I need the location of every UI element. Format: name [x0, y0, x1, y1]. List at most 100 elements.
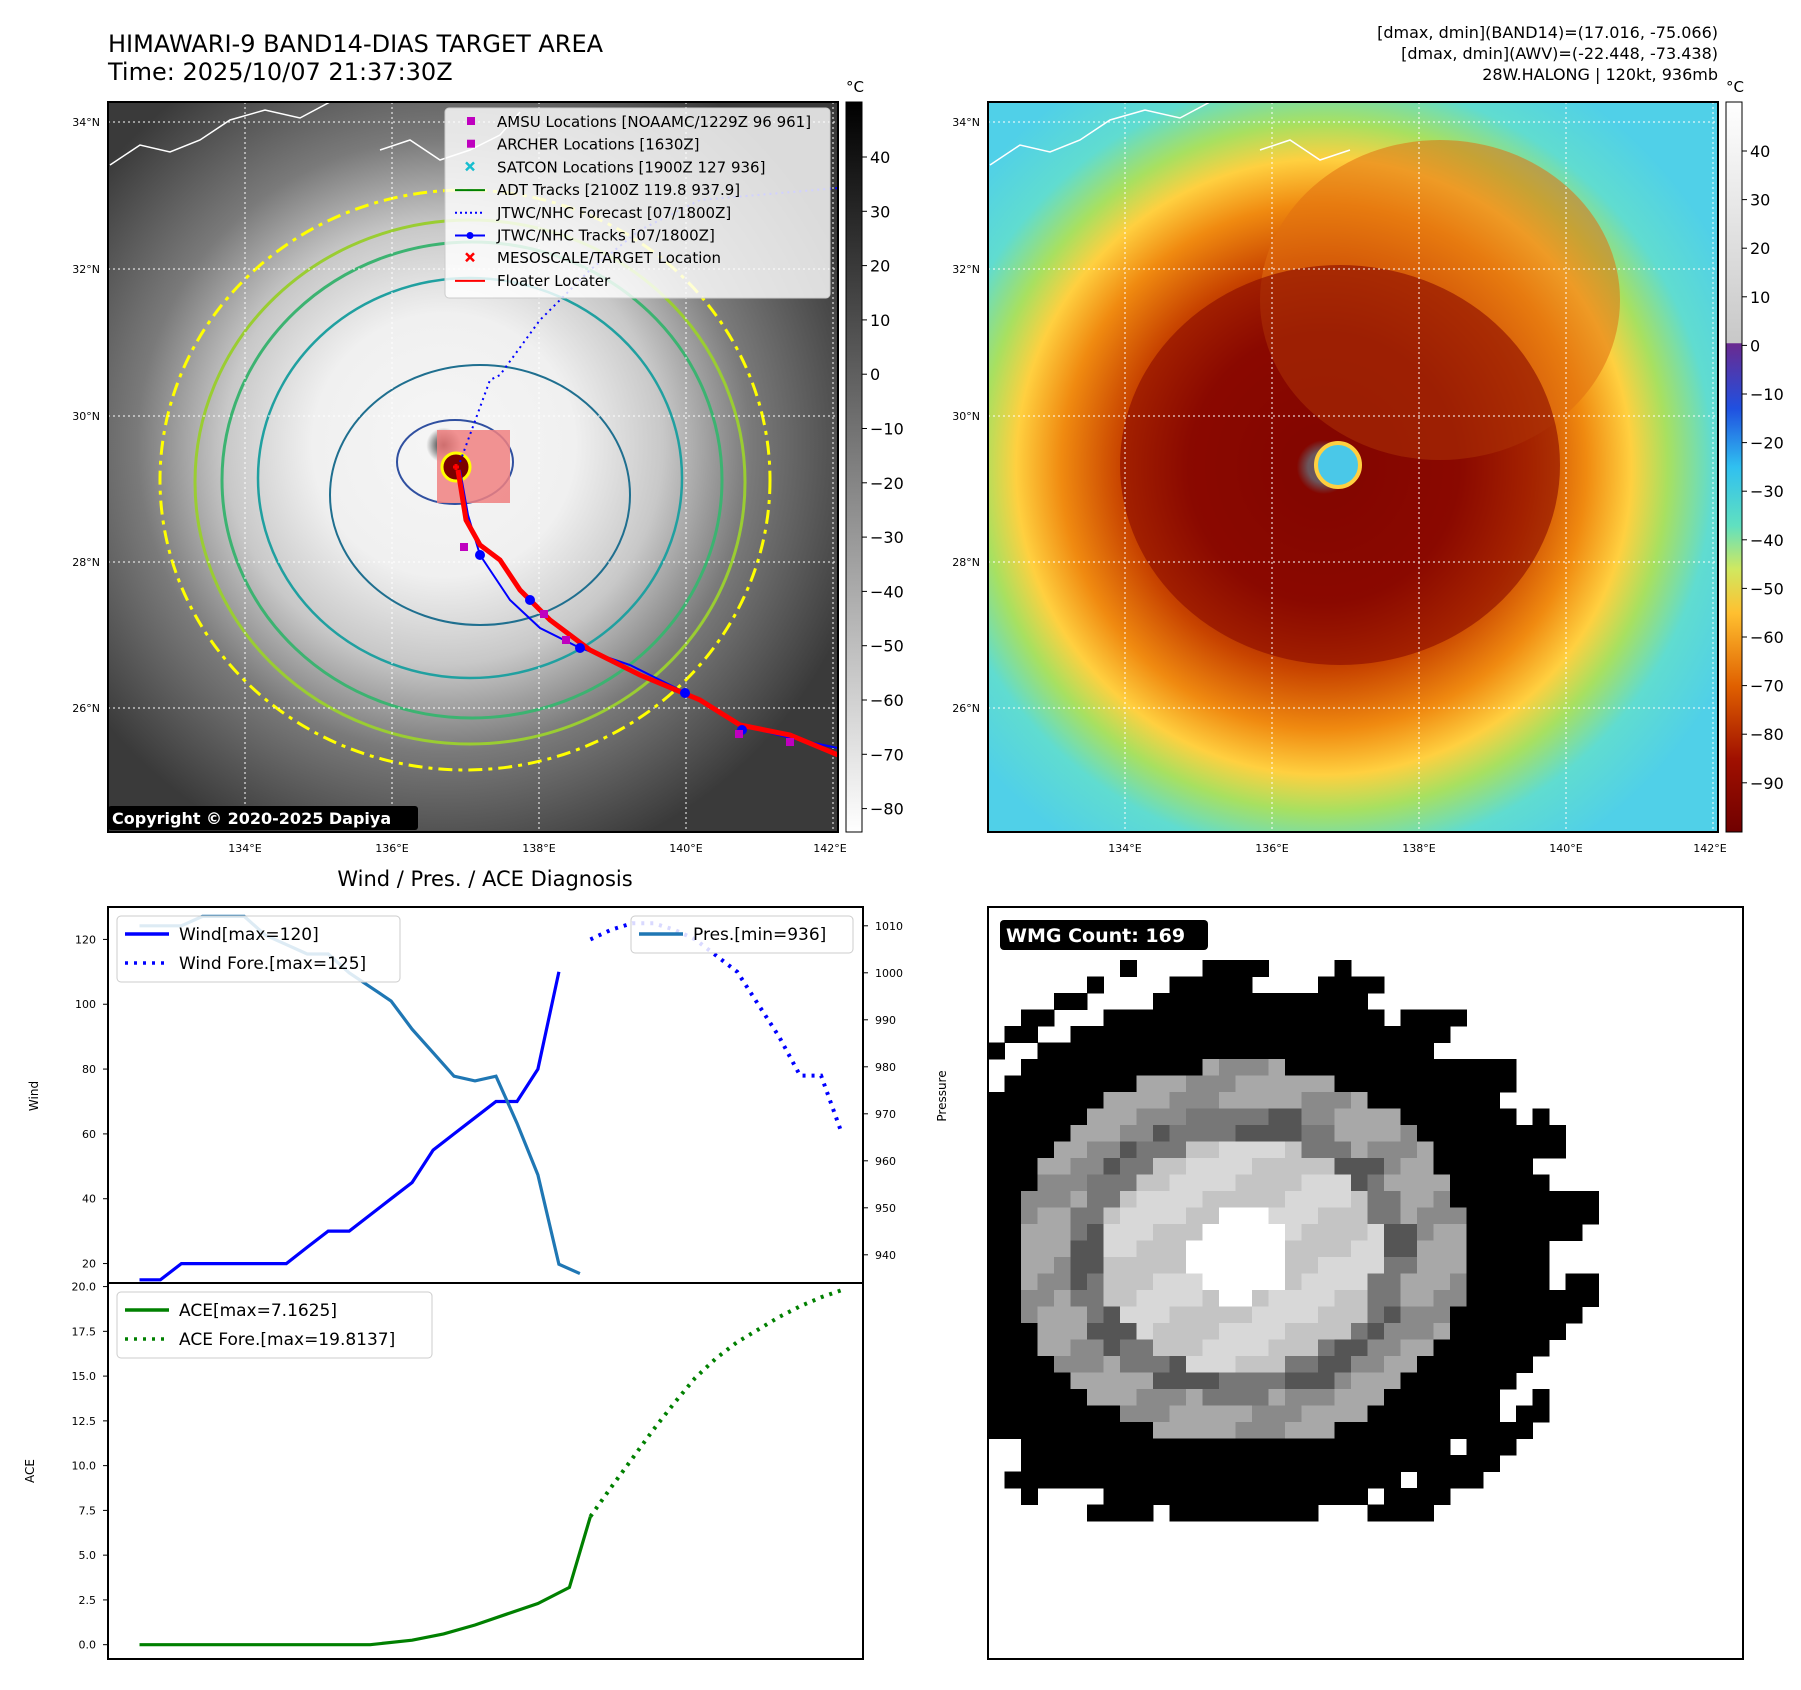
wmg-cell — [1120, 1504, 1137, 1522]
wmg-cell — [1169, 1240, 1187, 1258]
colorbar-tick-label: 10 — [1750, 288, 1770, 307]
wmg-cell — [1169, 1290, 1187, 1307]
wmg-cell — [1235, 1141, 1253, 1159]
wmg-cell — [1021, 1422, 1038, 1439]
wmg-cell — [1004, 1224, 1022, 1241]
wmg-cell — [1070, 1191, 1088, 1208]
wmg-cell — [1235, 1075, 1253, 1093]
wmg-cell — [1367, 1125, 1385, 1142]
wmg-cell — [1351, 1306, 1368, 1324]
colorbar-tick-label: 20 — [870, 257, 890, 276]
wmg-cell — [1450, 1356, 1467, 1373]
wmg-cell — [1499, 1422, 1517, 1439]
wmg-cell — [1235, 1158, 1253, 1175]
wmg-cell — [1021, 1108, 1038, 1126]
wmg-cell — [1021, 1191, 1038, 1208]
wmg-cell — [1070, 1372, 1088, 1390]
wmg-cell — [1516, 1125, 1533, 1142]
wmg-cell — [1450, 1108, 1467, 1126]
wmg-cell — [1285, 1504, 1302, 1522]
wmg-cell — [1070, 1108, 1088, 1126]
wmg-cell — [1516, 1356, 1533, 1373]
wmg-cell — [1450, 1323, 1467, 1340]
wmg-cell — [1103, 1092, 1121, 1109]
wmg-cell — [1450, 1372, 1467, 1390]
lat-label: 34°N — [952, 116, 980, 129]
wmg-cell — [1169, 1158, 1187, 1175]
wmg-cell — [1351, 1240, 1368, 1258]
wmg-cell — [1301, 1240, 1319, 1258]
wmg-cell — [1252, 1389, 1269, 1406]
wmg-cell — [1070, 1356, 1088, 1373]
wmg-cell — [1202, 1389, 1220, 1406]
wmg-cell — [1268, 1356, 1286, 1373]
wmg-cell — [1417, 1026, 1434, 1043]
lon-label: 136°E — [1255, 842, 1288, 855]
wmg-cell — [1268, 1290, 1286, 1307]
wmg-cell — [1417, 1389, 1434, 1406]
wmg-cell — [1483, 1174, 1500, 1192]
wmg-cell — [1384, 1356, 1401, 1373]
wmg-cell — [1103, 1471, 1121, 1489]
wmg-cell — [1103, 1306, 1121, 1324]
wmg-cell — [1037, 1125, 1055, 1142]
wmg-cell — [1153, 1438, 1170, 1456]
wmg-cell — [1070, 1125, 1088, 1142]
wmg-cell — [1433, 1455, 1451, 1472]
wmg-cell — [1169, 1009, 1187, 1027]
wmg-cell — [1417, 1323, 1434, 1340]
wmg-cell — [1433, 1075, 1451, 1093]
colorbar-tick-label: 30 — [1750, 191, 1770, 210]
wmg-cell — [1466, 1290, 1484, 1307]
wmg-cell — [1153, 1141, 1170, 1159]
wmg-cell — [1268, 1108, 1286, 1126]
wmg-cell — [1186, 1075, 1203, 1093]
wmg-cell — [1483, 1306, 1500, 1324]
wmg-cell — [1450, 1158, 1467, 1175]
wmg-cell — [1054, 1323, 1071, 1340]
wmg-cell — [1334, 1075, 1352, 1093]
y-tick-label: 40 — [82, 1193, 96, 1206]
wmg-cell — [1384, 1422, 1401, 1439]
wmg-cell — [1252, 1356, 1269, 1373]
wmg-cell — [1103, 1356, 1121, 1373]
wmg-cell — [1417, 1372, 1434, 1390]
y2-tick-label: 970 — [875, 1108, 896, 1121]
wmg-cell — [1252, 1191, 1269, 1208]
wmg-cell — [1153, 1273, 1170, 1291]
wmg-cell — [1169, 993, 1187, 1010]
wmg-cell — [1351, 1042, 1368, 1060]
wmg-cell — [1268, 1026, 1286, 1043]
figure-title: HIMAWARI-9 BAND14-DIAS TARGET AREA — [108, 30, 604, 58]
wmg-cell — [1021, 1372, 1038, 1390]
wmg-cell — [1219, 1471, 1236, 1489]
wmg-cell — [1301, 1207, 1319, 1225]
wmg-cell — [1499, 1174, 1517, 1192]
wmg-cell — [1169, 1488, 1187, 1505]
wmg-cell — [1120, 1438, 1137, 1456]
ir-map-frame — [107, 101, 839, 833]
wmg-cell — [1549, 1323, 1566, 1340]
wmg-cell — [1120, 1356, 1137, 1373]
wmg-cell — [1087, 1323, 1104, 1340]
lon-label: 142°E — [1693, 842, 1726, 855]
wmg-cell — [1285, 1405, 1302, 1423]
wmg-cell — [1252, 1075, 1269, 1093]
wmg-cell — [1252, 1009, 1269, 1027]
wmg-cell — [1516, 1339, 1533, 1357]
colorbar-tick-label: −20 — [1750, 434, 1784, 453]
wmg-cell — [1070, 1026, 1088, 1043]
wmg-cell — [1169, 1405, 1187, 1423]
wmg-cell — [988, 1422, 1005, 1439]
wmg-cell — [1070, 1240, 1088, 1258]
legend-label: SATCON Locations [1900Z 127 936] — [497, 158, 765, 176]
wmg-cell — [1301, 1224, 1319, 1241]
wmg-cell — [1202, 1488, 1220, 1505]
wmg-cell — [1318, 1207, 1335, 1225]
wmg-cell — [1433, 1356, 1451, 1373]
wmg-cell — [1219, 993, 1236, 1010]
wmg-cell — [1450, 1224, 1467, 1241]
wmg-cell — [1169, 1471, 1187, 1489]
wmg-cell — [1334, 1009, 1352, 1027]
wmg-cell — [1153, 1389, 1170, 1406]
